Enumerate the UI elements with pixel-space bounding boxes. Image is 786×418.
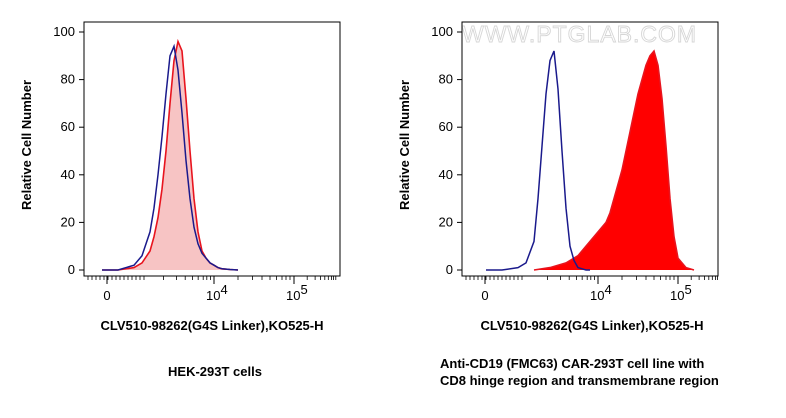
y-tick-label: 60	[439, 119, 453, 134]
y-axis-label: Relative Cell Number	[19, 80, 34, 210]
x-tick-exponent: 4	[604, 282, 611, 297]
sample-histogram-fill	[534, 51, 694, 270]
x-tick-base: 10	[590, 288, 604, 303]
control-histogram-line	[486, 50, 590, 271]
y-tick-label: 0	[68, 262, 75, 277]
sample-histogram-fill	[102, 41, 238, 270]
x-tick-base: 10	[670, 288, 684, 303]
x-tick-exponent: 5	[684, 282, 691, 297]
y-tick-label: 60	[61, 119, 75, 134]
x-tick-label: 0	[481, 288, 488, 303]
plot-frame	[461, 21, 719, 277]
x-tick-label: 105	[286, 282, 308, 303]
plot-frame	[83, 21, 341, 277]
x-tick-label: 104	[590, 282, 612, 303]
x-tick-label: 104	[206, 282, 228, 303]
x-axis-label: CLV510-98262(G4S Linker),KO525-H	[100, 318, 323, 333]
panel-caption: HEK-293T cells	[168, 364, 262, 379]
y-tick-label: 80	[61, 72, 75, 87]
y-tick-label: 80	[439, 72, 453, 87]
y-axis-label: Relative Cell Number	[397, 80, 412, 210]
y-tick-label: 20	[439, 214, 453, 229]
x-tick-label: 105	[670, 282, 692, 303]
sample-histogram-line	[533, 49, 695, 271]
control-histogram-line	[102, 43, 239, 271]
x-axis-label: CLV510-98262(G4S Linker),KO525-H	[480, 318, 703, 333]
y-tick-label: 40	[61, 167, 75, 182]
panel-caption: CD8 hinge region and transmembrane regio…	[440, 373, 719, 388]
x-tick-base: 10	[286, 288, 300, 303]
watermark: WWW.PTGLAB.COM	[462, 21, 697, 47]
x-tick-base: 10	[206, 288, 220, 303]
y-tick-label: 100	[431, 24, 453, 39]
y-tick-label: 100	[53, 24, 75, 39]
y-tick-label: 40	[439, 167, 453, 182]
panel-caption: Anti-CD19 (FMC63) CAR-293T cell line wit…	[440, 356, 704, 371]
x-tick-base: 0	[103, 288, 110, 303]
x-tick-exponent: 5	[300, 282, 307, 297]
x-tick-exponent: 4	[220, 282, 227, 297]
x-tick-base: 0	[481, 288, 488, 303]
y-tick-label: 0	[446, 262, 453, 277]
x-tick-label: 0	[103, 288, 110, 303]
y-tick-label: 20	[61, 214, 75, 229]
